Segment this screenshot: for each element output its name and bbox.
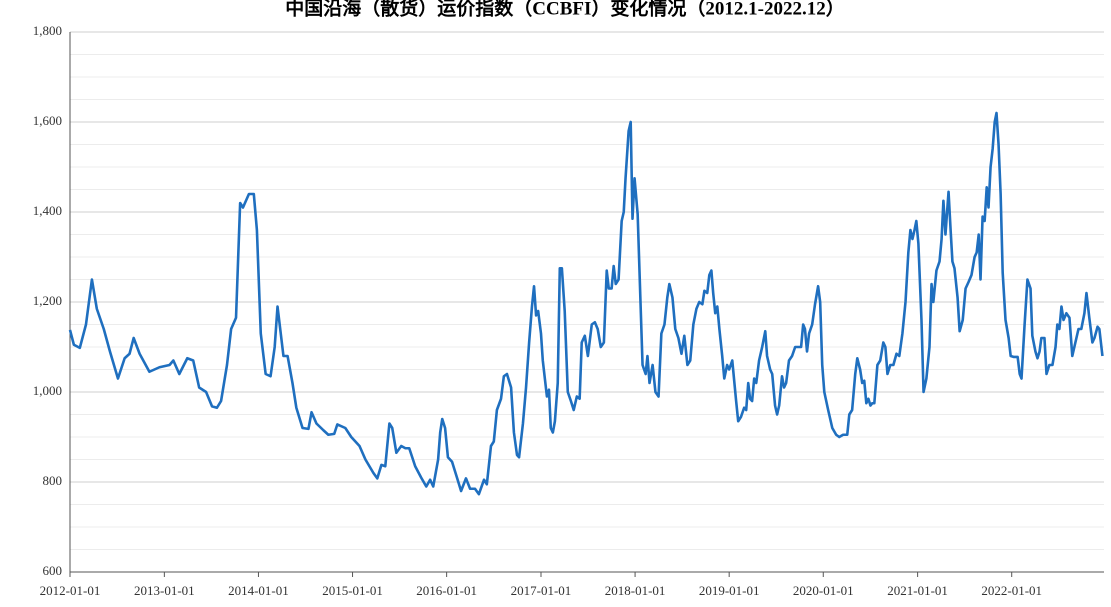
y-tick-label: 1,200 [33, 293, 62, 308]
x-tick-label: 2016-01-01 [416, 583, 477, 598]
chart-title: 中国沿海（散货）运价指数（CCBFI）变化情况（2012.1-2022.12） [285, 0, 844, 19]
y-tick-label: 800 [43, 473, 63, 488]
y-tick-label: 1,400 [33, 203, 62, 218]
x-tick-label: 2022-01-01 [981, 583, 1042, 598]
x-tick-label: 2017-01-01 [511, 583, 572, 598]
y-tick-label: 600 [43, 563, 63, 578]
line-series [68, 111, 1104, 496]
x-tick-label: 2019-01-01 [699, 583, 760, 598]
x-tick-label: 2015-01-01 [322, 583, 383, 598]
x-tick-label: 2012-01-01 [40, 583, 101, 598]
y-tick-label: 1,000 [33, 383, 62, 398]
y-tick-label: 1,600 [33, 113, 62, 128]
x-tick-label: 2020-01-01 [793, 583, 854, 598]
y-tick-label: 1,800 [33, 23, 62, 38]
x-tick-label: 2018-01-01 [605, 583, 666, 598]
x-tick-label: 2014-01-01 [228, 583, 289, 598]
x-tick-label: 2013-01-01 [134, 583, 195, 598]
x-tick-label: 2021-01-01 [887, 583, 948, 598]
